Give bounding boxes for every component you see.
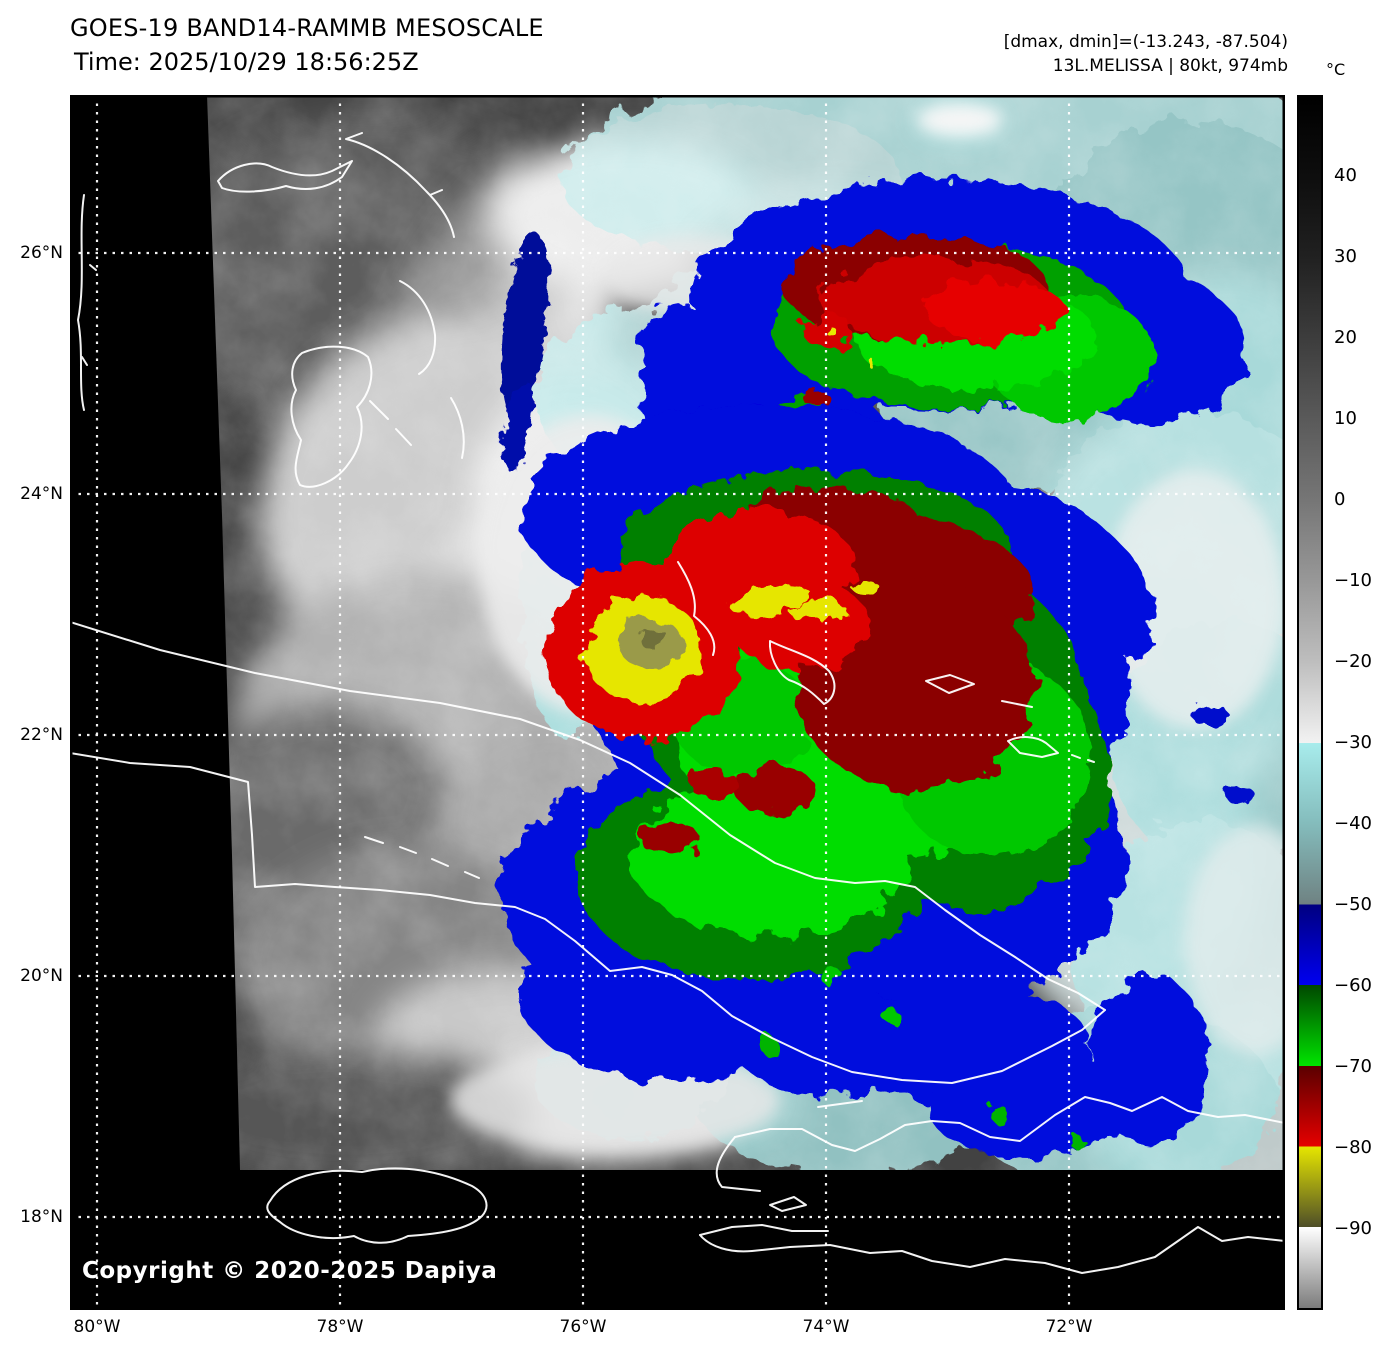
colorbar-tick: 30 <box>1334 246 1357 267</box>
colorbar-tick: 20 <box>1334 327 1357 348</box>
coastline-eleuthera <box>399 280 437 375</box>
copyright-label: Copyright © 2020-2025 Dapiya <box>82 1258 498 1284</box>
colorbar-tick: −60 <box>1334 975 1372 996</box>
colorbar-tick: −10 <box>1334 570 1372 591</box>
lon-tick-label: 78°W <box>316 1317 364 1337</box>
graticule-gridlines <box>70 95 1285 1310</box>
lat-tick-label: 24°N <box>20 484 63 504</box>
lat-tick-label: 18°N <box>20 1207 63 1227</box>
colorbar-tick: −70 <box>1334 1056 1372 1077</box>
coastline-crooked-acklins <box>768 640 836 705</box>
coastline-exuma <box>369 400 412 446</box>
colorbar-tick: 10 <box>1334 408 1357 429</box>
storm-annotation: 13L.MELISSA | 80kt, 974mb <box>1052 56 1288 76</box>
map-border <box>70 95 1285 1310</box>
coastline-mayaguana <box>1001 700 1033 708</box>
coastline-caicos <box>1007 736 1095 763</box>
coastline-long-island <box>677 561 716 656</box>
coastline-hispaniola-west <box>699 1136 829 1236</box>
colorbar-tick: −20 <box>1334 651 1372 672</box>
lat-tick-label: 22°N <box>20 725 63 745</box>
lat-tick-label: 20°N <box>20 966 63 986</box>
coastline-grand-bahama <box>217 160 353 193</box>
no-data-region <box>70 95 1285 1310</box>
colorbar-tick: −40 <box>1334 813 1372 834</box>
coastline-cuba-south <box>70 752 1106 1084</box>
colorbar-tick: −80 <box>1334 1137 1372 1158</box>
lon-tick-label: 74°W <box>802 1317 850 1337</box>
coastline-tortue <box>817 1100 863 1108</box>
navy-streak-bahamas <box>501 233 549 471</box>
coastline-inagua <box>925 674 975 694</box>
colorbar-tick: 0 <box>1334 489 1346 510</box>
lon-tick-label: 80°W <box>73 1317 121 1337</box>
colorbar-tick: −30 <box>1334 732 1372 753</box>
coastlines <box>70 132 1285 1274</box>
dmax-dmin-annotation: [dmax, dmin]=(-13.243, -87.504) <box>1003 32 1288 52</box>
coastline-hispaniola-north <box>734 1096 1285 1152</box>
satellite-imagery <box>70 95 1285 1310</box>
coastline-gonave <box>769 1196 807 1212</box>
colorbar-tick: 40 <box>1334 165 1357 186</box>
satellite-map: Copyright © 2020-2025 Dapiya <box>70 95 1285 1310</box>
lon-tick-label: 72°W <box>1045 1317 1093 1337</box>
timestamp: Time: 2025/10/29 18:56:25Z <box>74 48 419 76</box>
coastline-cuba-north <box>70 621 1106 1011</box>
hurricane-melissa-core <box>500 405 1254 1191</box>
coastline-abaco <box>345 132 455 238</box>
colorbar <box>1297 95 1323 1310</box>
coastline-cuba-cays <box>364 836 480 879</box>
coastline-florida <box>77 194 97 411</box>
coastline-cat-island <box>450 397 465 459</box>
lat-tick-label: 26°N <box>20 243 63 263</box>
coastline-jamaica <box>266 1167 488 1244</box>
colorbar-unit-label: °C <box>1326 60 1346 79</box>
lon-tick-label: 76°W <box>559 1317 607 1337</box>
colorbar-tick: −50 <box>1334 894 1372 915</box>
page-title: GOES-19 BAND14-RAMMB MESOSCALE <box>70 14 544 42</box>
colorbar-tick: −90 <box>1334 1218 1372 1239</box>
coastline-andros <box>290 345 373 488</box>
coastline-hispaniola-south <box>699 1226 1285 1274</box>
